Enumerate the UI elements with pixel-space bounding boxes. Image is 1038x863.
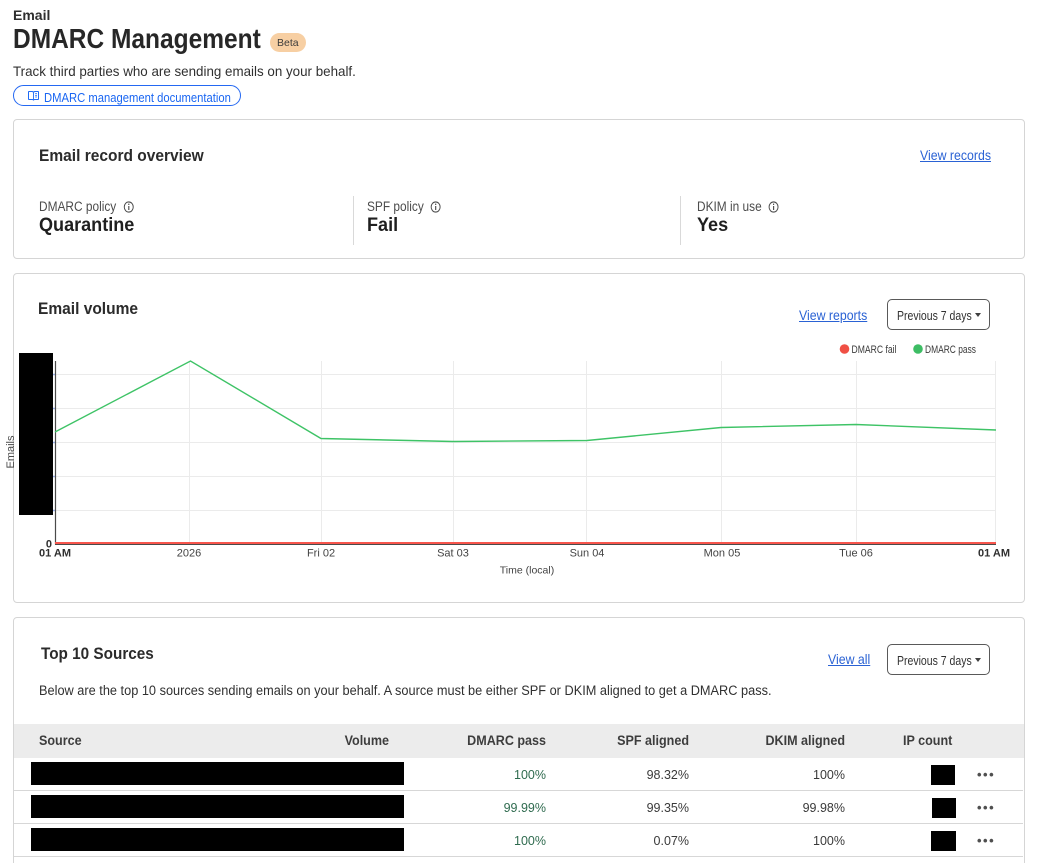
svg-text:DMARC fail: DMARC fail: [852, 344, 897, 356]
svg-text:Sun 04: Sun 04: [570, 548, 605, 560]
svg-text:Tue 06: Tue 06: [839, 548, 873, 560]
svg-text:Time (local): Time (local): [500, 565, 554, 577]
svg-text:01 AM: 01 AM: [978, 548, 1010, 560]
svg-text:0: 0: [46, 539, 52, 551]
svg-text:01 AM: 01 AM: [39, 548, 71, 560]
svg-text:Fri 02: Fri 02: [307, 548, 335, 560]
svg-text:DMARC pass: DMARC pass: [925, 344, 976, 356]
svg-text:2026: 2026: [177, 548, 201, 560]
svg-text:Mon 05: Mon 05: [704, 548, 741, 560]
svg-text:Emails: Emails: [5, 435, 17, 469]
svg-text:Sat 03: Sat 03: [437, 548, 469, 560]
